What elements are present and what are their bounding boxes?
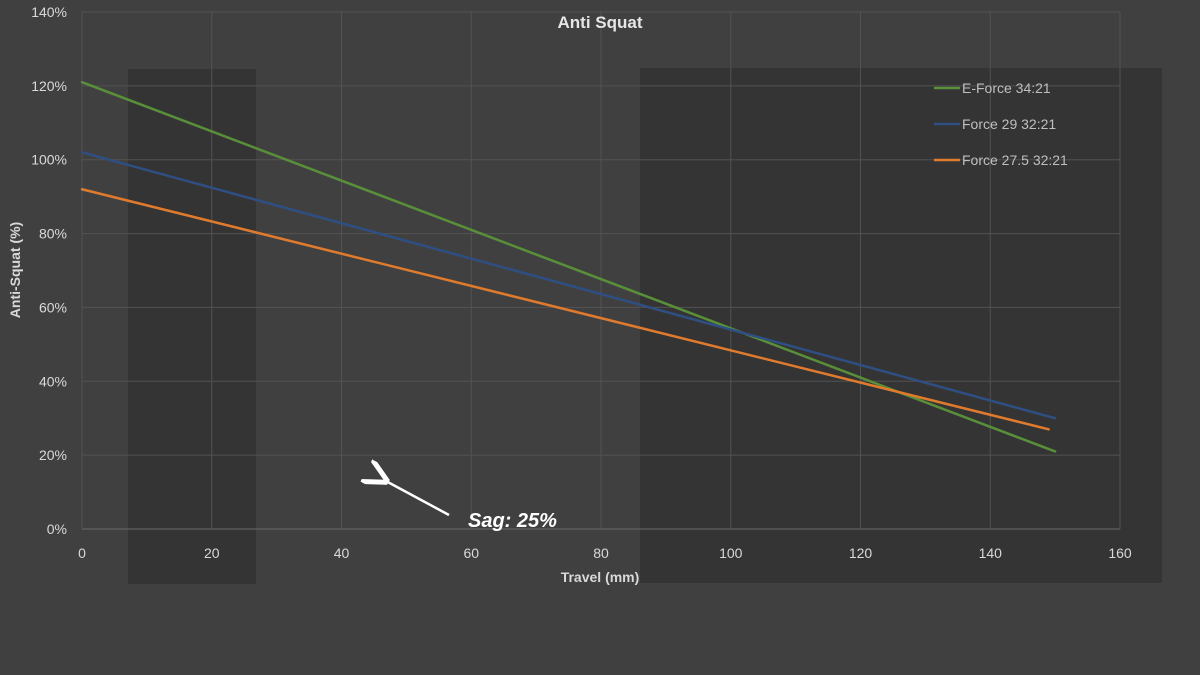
series-line-2 [80,151,1057,420]
x-tick-label: 140 [979,545,1003,561]
x-tick-label: 160 [1108,545,1132,561]
x-tick-label: 20 [204,545,220,561]
sag-range-shade-left [128,69,256,584]
series-lines [80,80,1057,453]
y-tick-label: 100% [31,152,67,168]
y-axis-title: Anti-Squat (%) [7,222,23,318]
x-tick-label: 120 [849,545,873,561]
x-tick-label: 80 [593,545,609,561]
y-tick-label: 60% [39,299,67,315]
legend-label-2: Force 29 32:21 [962,116,1056,132]
x-axis-title: Travel (mm) [561,569,640,585]
sag-arrow-icon [384,480,450,517]
x-tick-labels: 0 20 40 60 80 100 120 140 160 [78,545,1132,561]
y-tick-label: 0% [47,521,67,537]
legend: E-Force 34:21 Force 29 32:21 Force 27.5 32… [934,80,1068,168]
chart-title: Anti Squat [558,13,643,32]
sag-range-shade-right [640,68,1162,583]
y-tick-label: 140% [31,4,67,20]
y-tick-label: 20% [39,447,67,463]
y-tick-label: 120% [31,78,67,94]
y-tick-label: 80% [39,226,67,242]
legend-label-3: Force 27.5 32:21 [962,152,1068,168]
grid-lines [81,11,1121,530]
x-tick-label: 40 [334,545,350,561]
x-tick-label: 0 [78,545,86,561]
y-tick-label: 40% [39,373,67,389]
legend-label-1: E-Force 34:21 [962,80,1051,96]
x-tick-label: 60 [463,545,479,561]
x-tick-label: 100 [719,545,743,561]
y-tick-labels: 0% 20% 40% 60% 80% 100% 120% 140% [31,4,67,537]
sag-annotation: Sag: 25% [468,510,557,532]
series-line-3 [80,188,1050,431]
